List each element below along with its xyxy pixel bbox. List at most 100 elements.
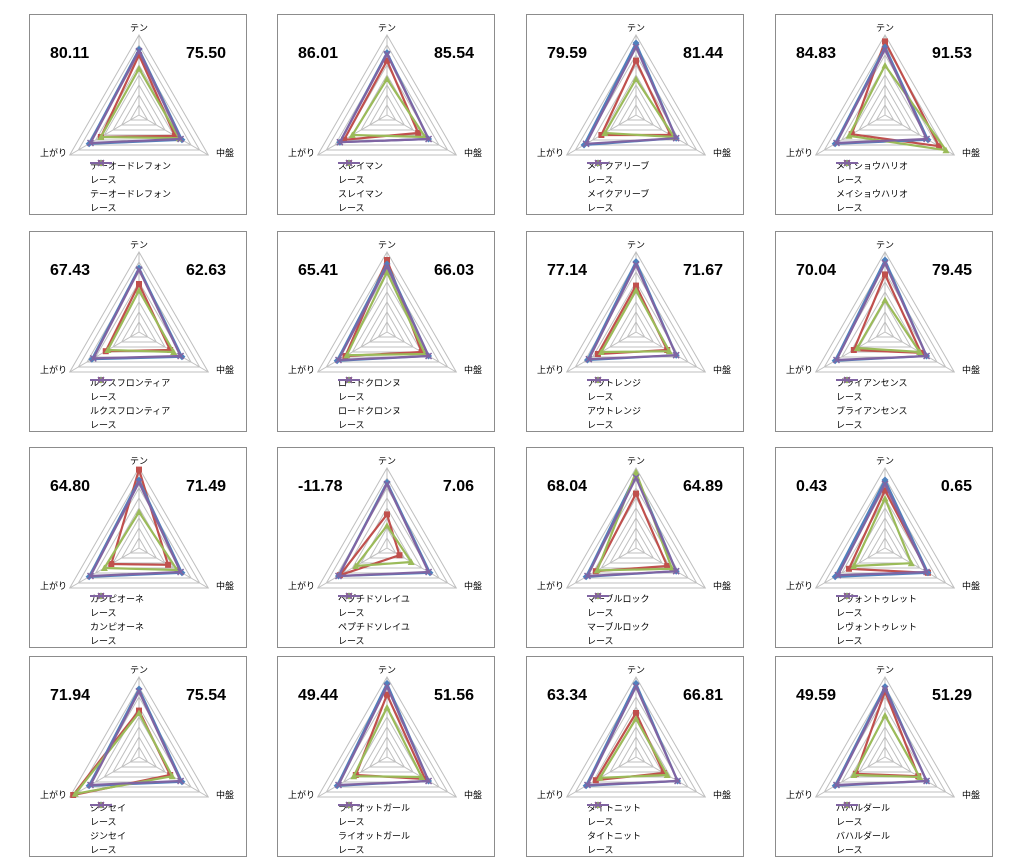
- series-point: [135, 65, 143, 72]
- axis-spoke: [317, 547, 388, 589]
- grid-ring: [617, 94, 655, 126]
- series-point: [923, 568, 931, 576]
- series-point: [334, 781, 343, 789]
- radar-chart-panel: 70.04 79.45 テン 上がり 中盤 ブライアンセンス レース ブライアンセンス レース: [775, 231, 993, 432]
- series-point: [582, 140, 590, 148]
- legend-swatch: [90, 159, 112, 167]
- axis-label-ten: テン: [129, 241, 148, 251]
- score-left: 79.59: [547, 45, 588, 62]
- series-line: [852, 273, 923, 354]
- radar-chart-panel: 86.01 85.54 テン 上がり 中盤 スレイマン レース スレイマン レース: [277, 14, 495, 215]
- series-point: [86, 572, 95, 580]
- series-point: [383, 260, 391, 268]
- legend-label: レース: [90, 845, 117, 856]
- legend-label: ブライアンセンス: [836, 378, 908, 389]
- grid-ring: [368, 736, 406, 768]
- score-left: 64.80: [50, 478, 91, 495]
- axis-label-chuban: 中盤: [961, 582, 980, 592]
- grid-ring: [129, 321, 149, 338]
- series-point: [668, 565, 676, 572]
- legend-label: レース: [90, 392, 117, 403]
- grid-ring: [368, 311, 406, 343]
- series-point: [177, 777, 185, 785]
- grid-ring: [120, 311, 158, 343]
- series-point: [850, 771, 858, 778]
- grid-ring: [866, 94, 904, 126]
- series-point: [632, 75, 640, 82]
- series-point: [853, 344, 861, 351]
- series-point: [664, 563, 671, 569]
- radar-chart-panel: 49.44 51.56 テン 上がり 中盤 ライオットガール レース ライオットガール レース: [277, 656, 495, 857]
- legend-item: レース: [90, 592, 144, 647]
- legend-marker: [843, 159, 851, 167]
- series-point: [831, 573, 839, 581]
- series-line: [587, 263, 678, 361]
- series-line: [586, 476, 678, 578]
- series-point: [845, 565, 852, 572]
- grid-ring: [866, 527, 904, 559]
- score-left: 71.94: [50, 687, 91, 704]
- axis-label-agari: 上がり: [537, 149, 565, 159]
- legend-swatch: [90, 592, 112, 600]
- grid-ring: [120, 736, 158, 768]
- radar-chart-panel: 64.80 71.49 テン 上がり 中盤 カンピオーネ レース カンピオーネ レース: [29, 447, 247, 648]
- legend-item: レース: [587, 592, 649, 647]
- grid-ring: [814, 33, 956, 156]
- series-point: [383, 703, 391, 711]
- series-point: [104, 346, 112, 353]
- grid-ring: [814, 466, 956, 589]
- grid-ring: [68, 33, 210, 156]
- legend: タイトニット レース タイトニット レース: [587, 800, 641, 856]
- series-point: [341, 136, 348, 143]
- series-point: [632, 261, 640, 269]
- series-line: [835, 687, 928, 787]
- series-point: [425, 777, 433, 785]
- radar-chart-panel: 0.43 0.65 テン 上がり 中盤 レヴォントゥレット レース レヴォントゥレット レース: [775, 447, 993, 648]
- score-left: 70.04: [796, 262, 837, 279]
- series-point: [136, 466, 142, 473]
- legend-label: レース: [587, 203, 614, 214]
- legend-item: レース: [587, 159, 649, 186]
- series-line: [835, 262, 928, 362]
- grid-ring: [823, 261, 947, 368]
- legend-item: ペプチドソレイユ: [338, 592, 410, 633]
- series-point: [136, 52, 142, 58]
- legend-label: ルクスフロンティア: [90, 378, 171, 389]
- score-right: 62.63: [185, 262, 226, 279]
- radar-chart-panel: 67.43 62.63 テン 上がり 中盤 ルクスフロンティア レース ルクスフロンティア レー…: [29, 231, 247, 432]
- grid-ring: [565, 466, 707, 589]
- grid-ring: [68, 675, 210, 798]
- legend-item: ジンセイ: [90, 801, 126, 842]
- series-line: [854, 690, 920, 778]
- axis-label-ten: テン: [626, 666, 645, 676]
- legend-item: レース: [587, 592, 649, 619]
- series-point: [583, 781, 592, 789]
- series-point: [170, 348, 178, 355]
- legend-label: レース: [90, 817, 117, 828]
- legend: マーブルロック レース マーブルロック レース: [587, 591, 649, 647]
- axis-label-ten: テン: [377, 241, 396, 251]
- legend-item: レース: [338, 592, 410, 647]
- score-right: 64.89: [682, 478, 723, 495]
- grid-ring: [617, 736, 655, 768]
- series-point: [383, 480, 391, 488]
- legend-swatch: [338, 801, 360, 809]
- radar-plot: [814, 675, 956, 798]
- series-line: [598, 717, 669, 779]
- series-point: [135, 45, 143, 53]
- series-line: [836, 482, 928, 577]
- series-line: [89, 49, 182, 145]
- grid-ring: [325, 686, 449, 793]
- axis-label-ten: テン: [626, 24, 645, 34]
- legend-item: アウトレンジ: [587, 376, 641, 417]
- score-left: 77.14: [547, 262, 588, 279]
- grid-ring: [866, 736, 904, 768]
- legend-label: ペプチドソレイユ: [338, 594, 410, 605]
- series-point: [396, 552, 403, 559]
- series-point: [350, 772, 358, 780]
- axis-label-chuban: 中盤: [215, 791, 234, 801]
- series-point: [593, 566, 601, 574]
- grid-ring: [574, 44, 698, 151]
- grid-ring: [814, 250, 956, 373]
- series-point: [422, 776, 429, 782]
